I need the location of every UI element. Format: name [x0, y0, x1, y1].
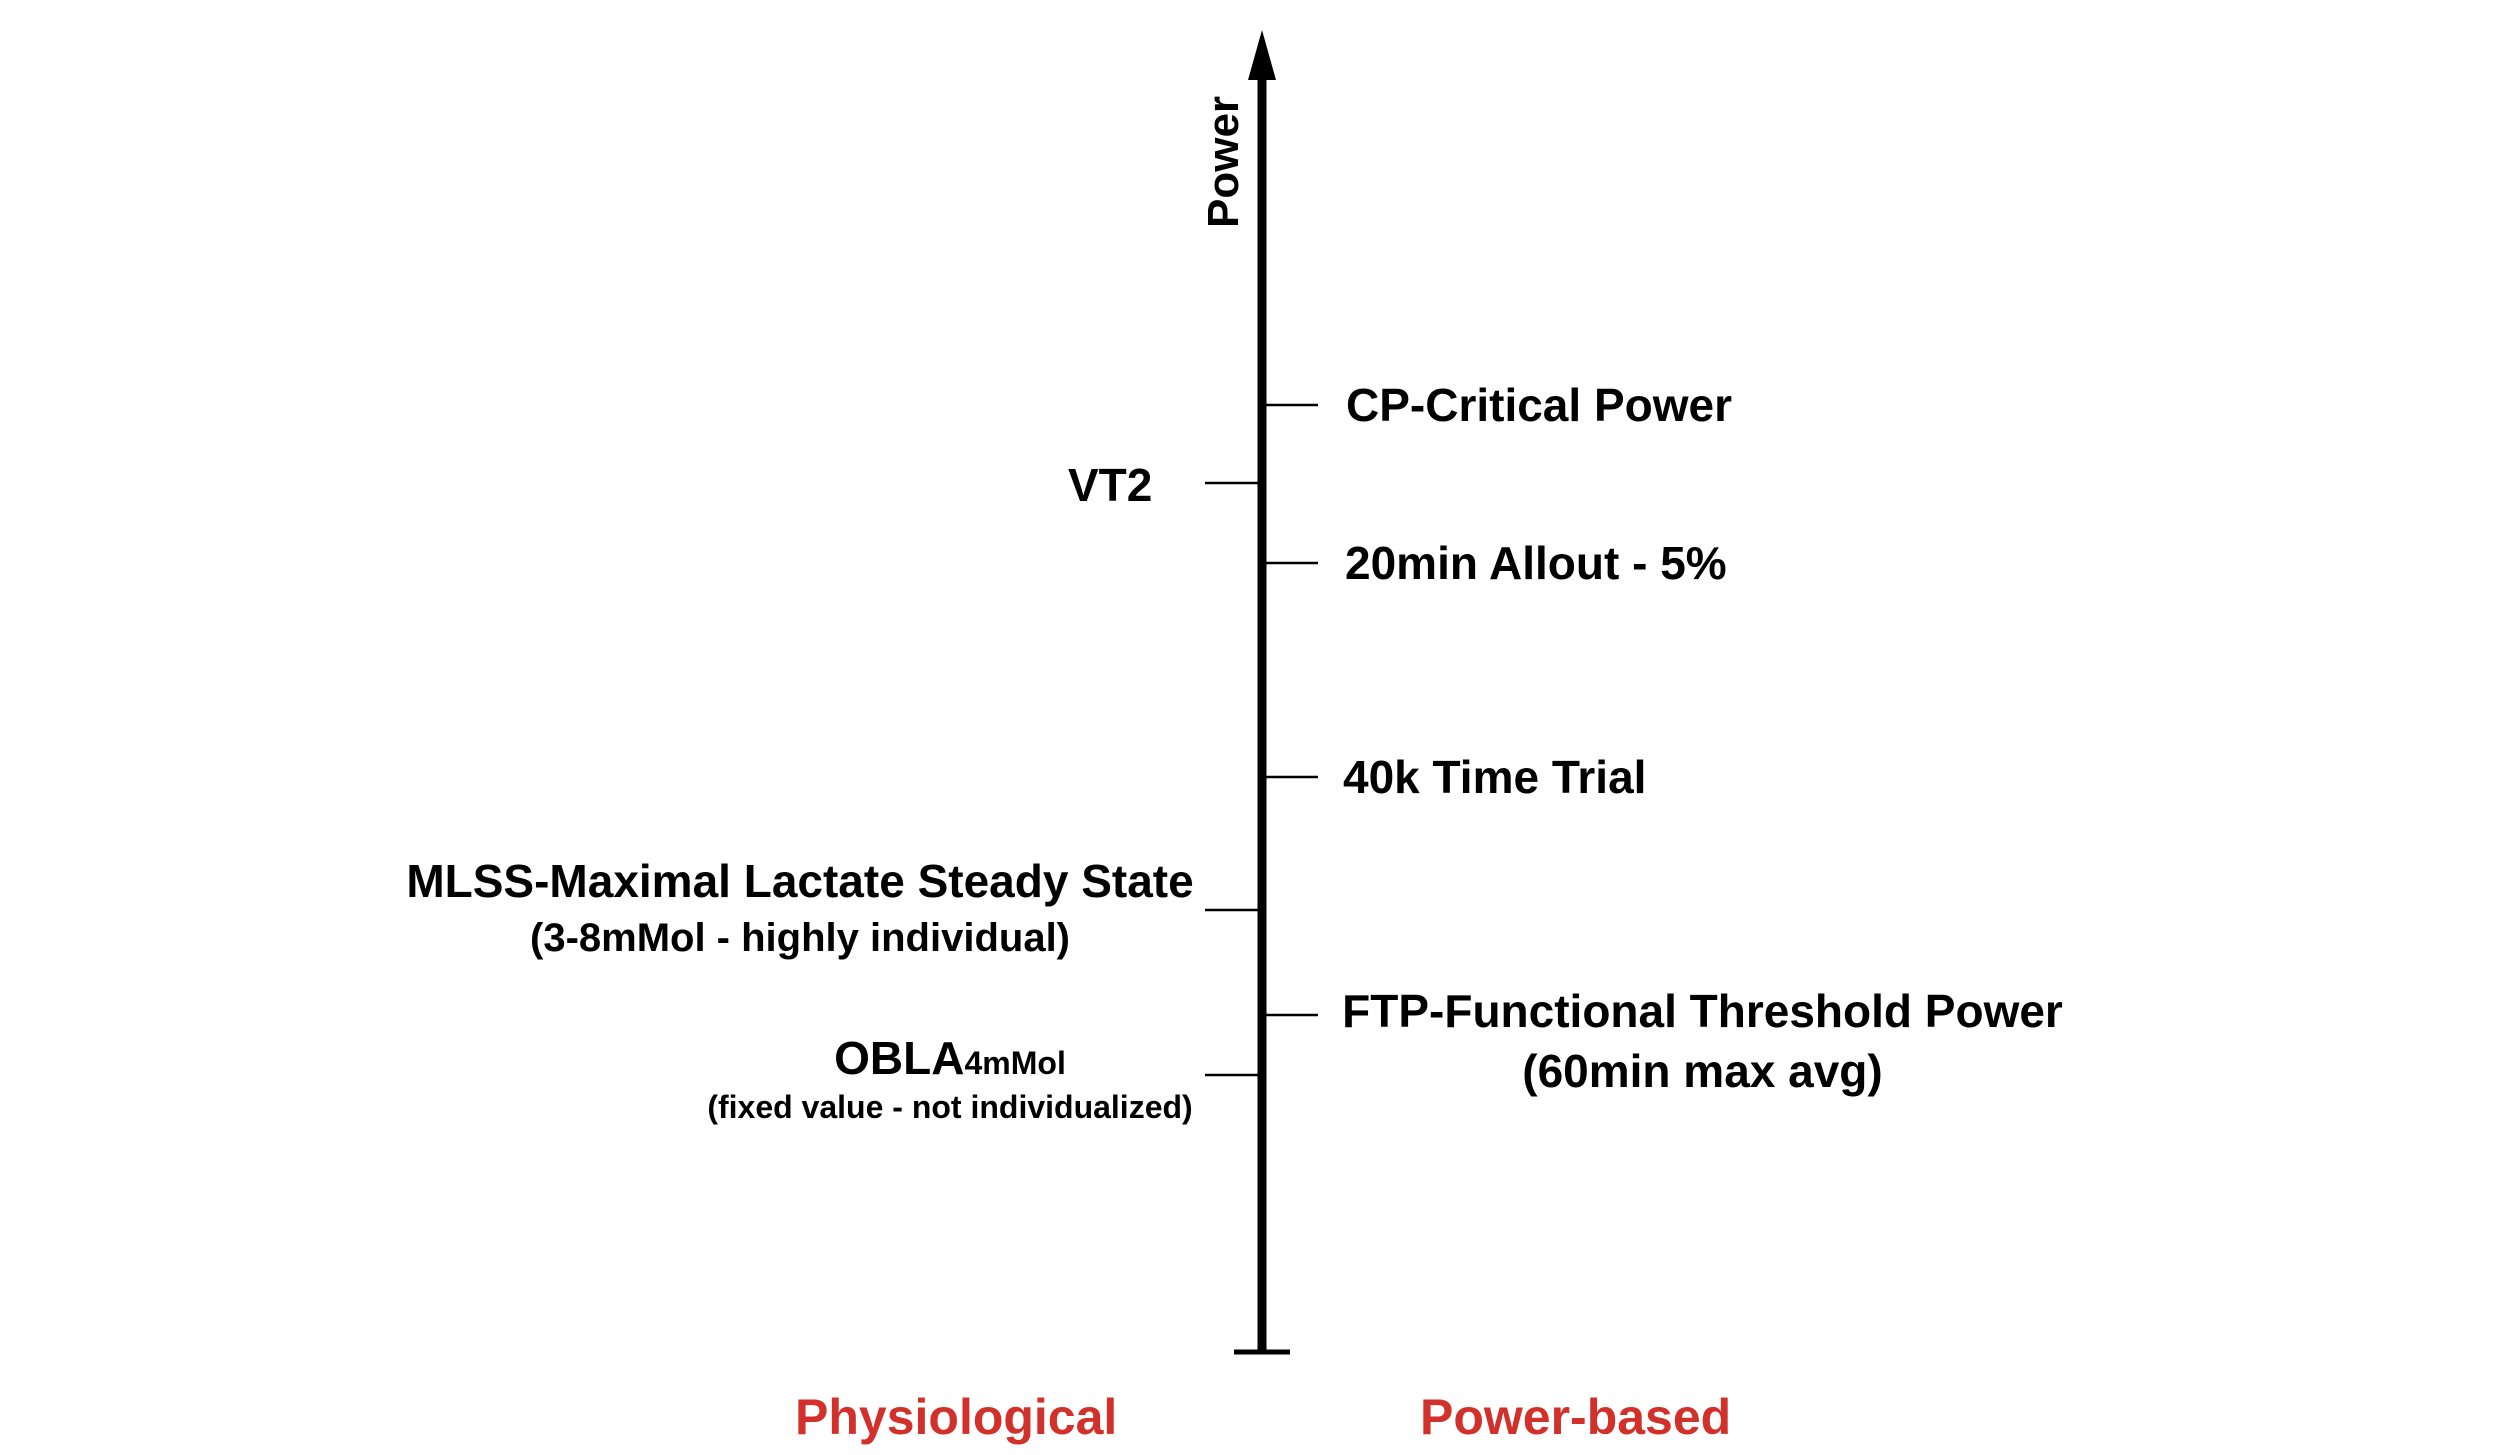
label-obla-note: (fixed value - not individualized)	[707, 1089, 1193, 1125]
label-mlss-note: (3-8mMol - highly individual)	[530, 916, 1070, 960]
label-obla-group: OBLA4mMol (fixed value - not individuali…	[690, 1035, 1210, 1123]
label-obla-subscript: 4mMol	[964, 1045, 1066, 1081]
label-mlss: MLSS-Maximal Lactate Steady State	[406, 855, 1194, 907]
axis-label-power: Power	[1199, 95, 1248, 228]
label-obla-main: OBLA	[834, 1032, 965, 1084]
label-20min-allout: 20min Allout - 5%	[1345, 537, 1727, 589]
label-ftp-group: FTP-Functional Threshold Power (60min ma…	[1330, 988, 2075, 1094]
label-critical-power: CP-Critical Power	[1346, 379, 1732, 431]
label-ftp: FTP-Functional Threshold Power	[1342, 985, 2063, 1037]
label-vt2: VT2	[1068, 459, 1153, 511]
label-ftp-note: (60min max avg)	[1522, 1045, 1883, 1097]
heading-power-based: Power-based	[1420, 1389, 1732, 1445]
axis-arrowhead	[1248, 30, 1276, 80]
label-40k-time-trial: 40k Time Trial	[1343, 751, 1647, 803]
label-mlss-group: MLSS-Maximal Lactate Steady State (3-8mM…	[380, 858, 1220, 958]
heading-physiological: Physiological	[795, 1389, 1118, 1445]
label-obla: OBLA4mMol	[690, 1035, 1210, 1081]
